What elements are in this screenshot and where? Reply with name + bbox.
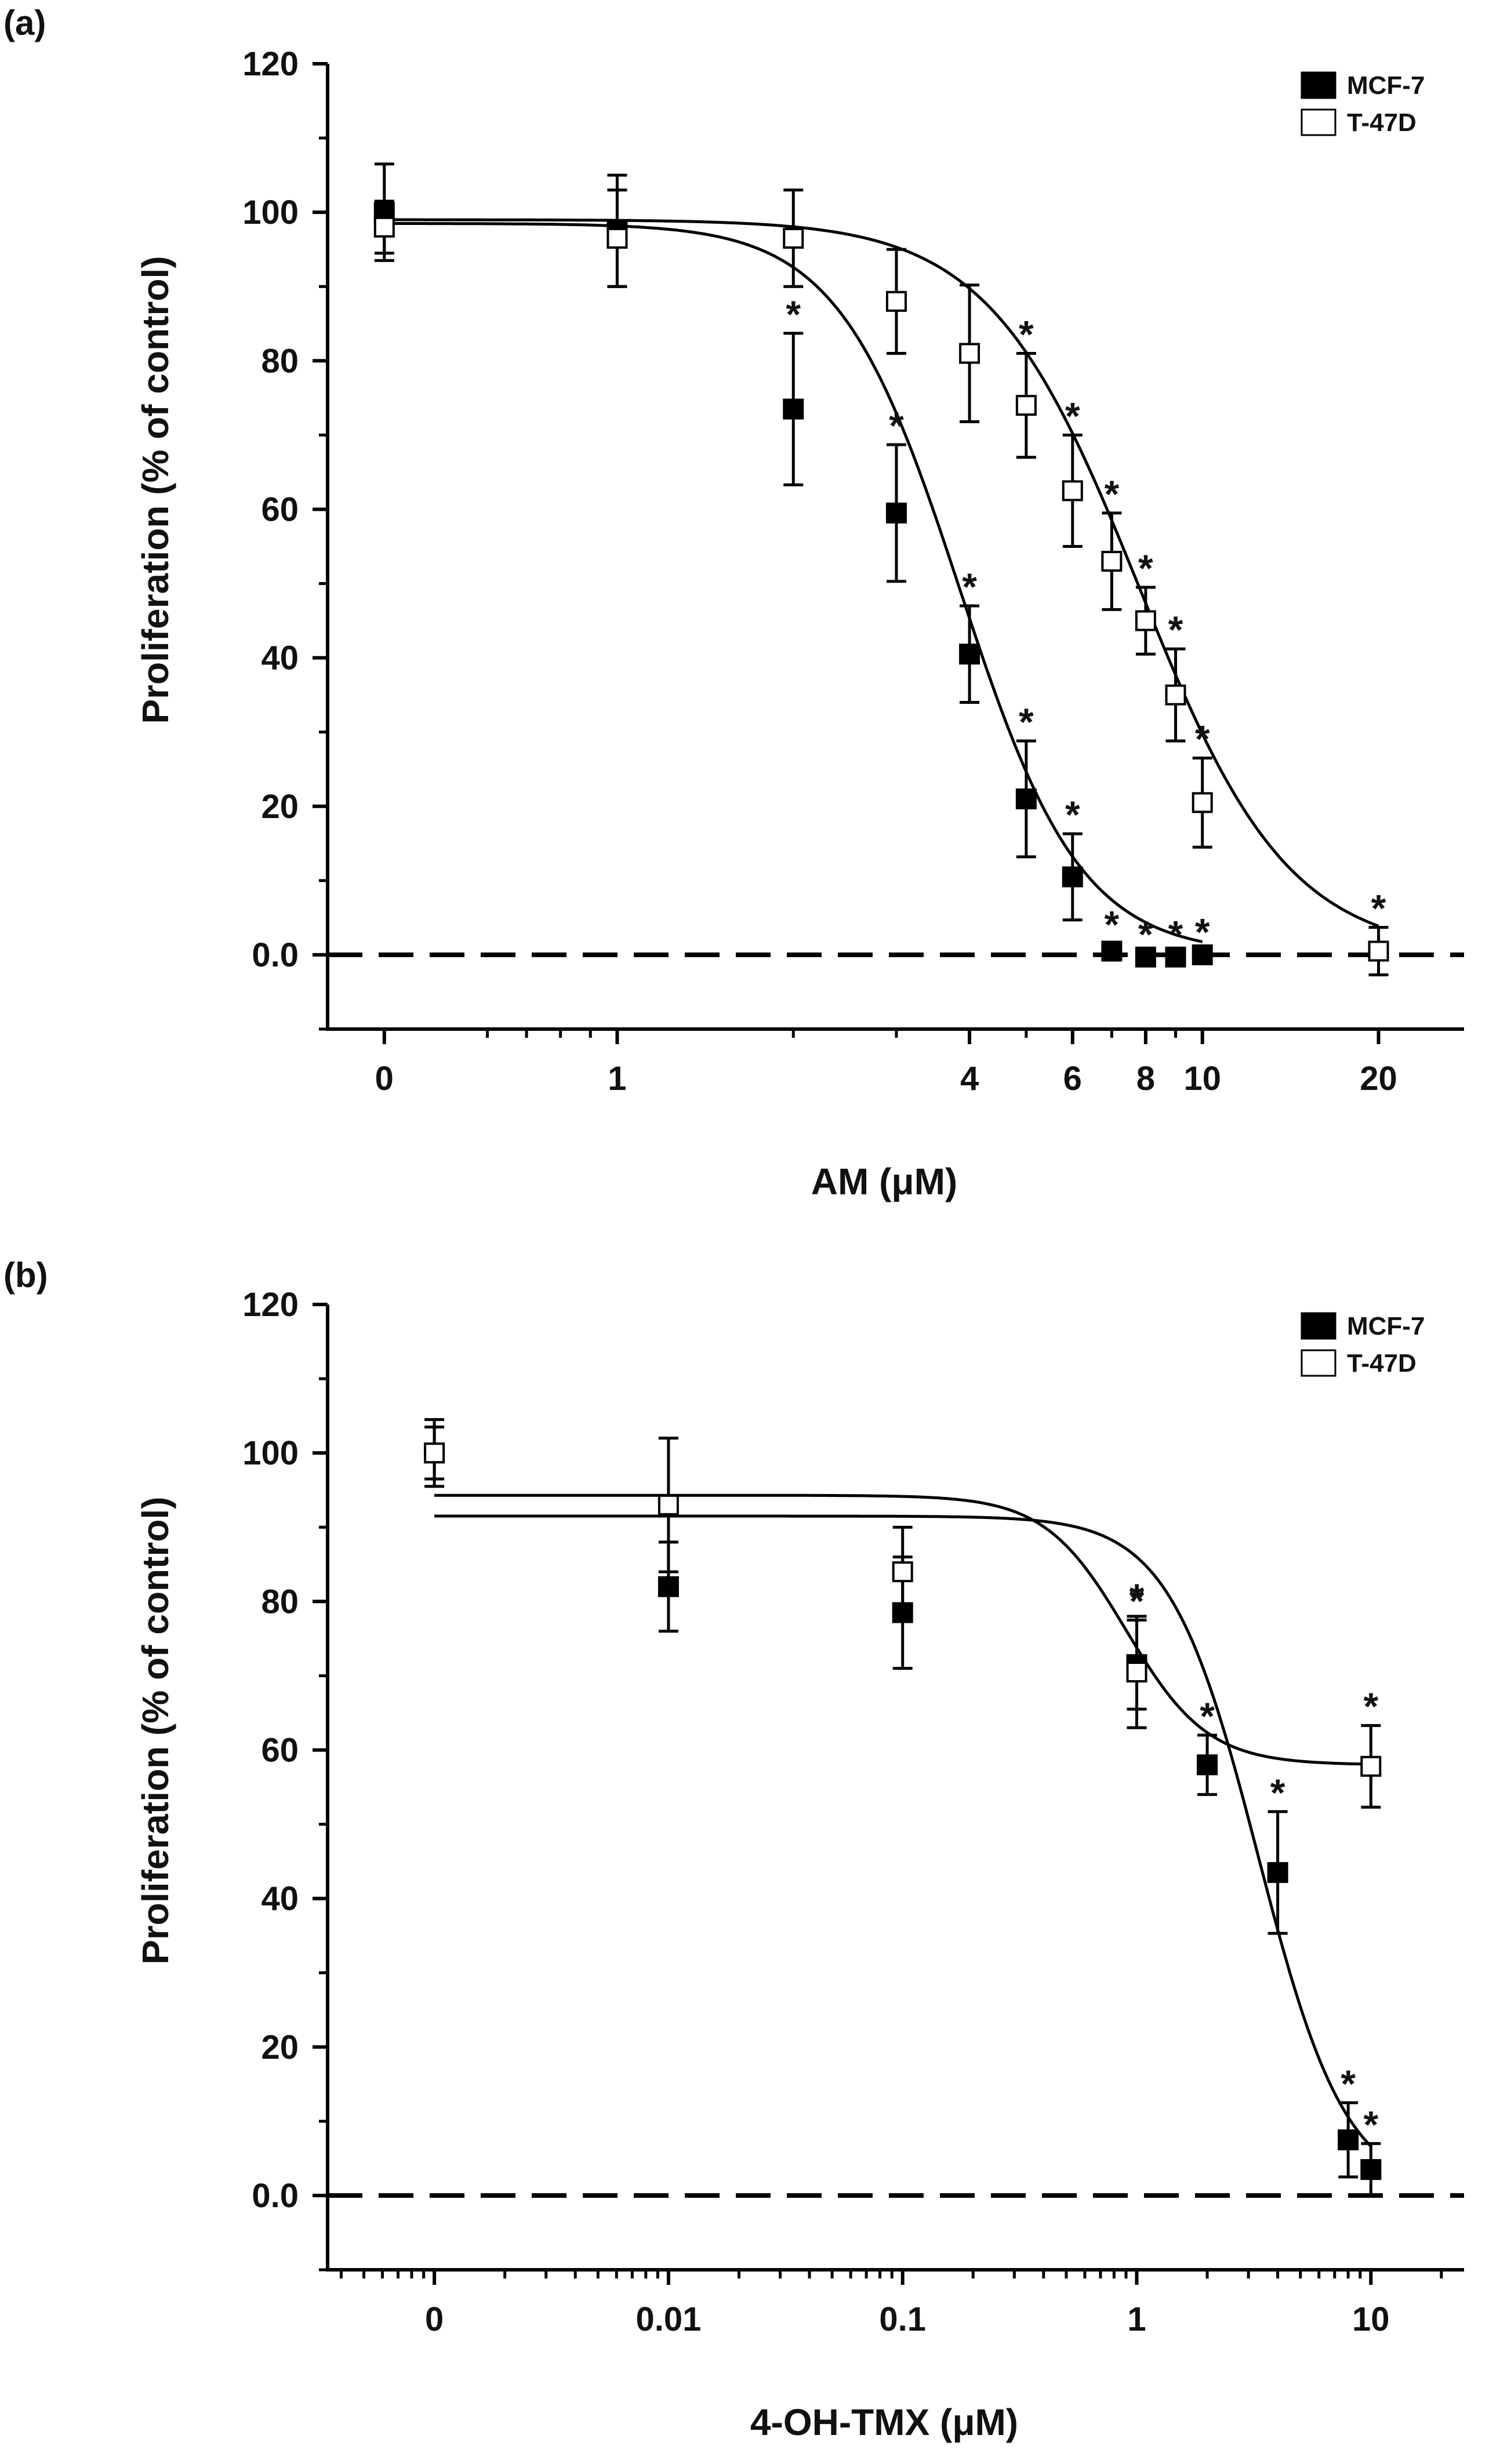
data-point-mcf-7	[1267, 1862, 1288, 1883]
x-tick-label: 0	[375, 1060, 394, 1097]
significance-star-mcf-7: *	[1341, 2062, 1356, 2105]
significance-star-t-47d: *	[1363, 1685, 1378, 1728]
legend-label: MCF-7	[1347, 1312, 1425, 1340]
data-point-t-47d	[1015, 395, 1037, 416]
significance-star-t-47d: *	[1065, 394, 1080, 437]
data-point-mcf-7	[1197, 1754, 1218, 1776]
legend-label: T-47D	[1347, 1349, 1417, 1378]
legend-swatch-t-47d	[1301, 108, 1336, 136]
panel-b: (b) Proliferation (% of control) 4-OH-TM…	[3, 1256, 1464, 2443]
significance-star-mcf-7: *	[1168, 913, 1183, 955]
fit-curve-mcf-7	[434, 1514, 1372, 2147]
data-point-t-47d	[606, 227, 628, 249]
y-tick-label: 40	[261, 1880, 299, 1918]
y-axis-title-b: Proliferation (% of control)	[135, 1496, 176, 1964]
significance-star-mcf-7: *	[1363, 2103, 1378, 2146]
data-point-mcf-7	[1062, 866, 1083, 888]
y-tick-label: 40	[261, 639, 299, 677]
panel-label-b: (b)	[3, 1256, 48, 1295]
y-tick-label: 60	[261, 490, 299, 528]
x-tick-label: 6	[1063, 1060, 1082, 1097]
x-tick-label: 0.01	[635, 2301, 701, 2338]
data-point-mcf-7	[783, 398, 804, 420]
data-point-t-47d	[783, 227, 804, 249]
y-tick-label: 60	[261, 1731, 299, 1769]
significance-star-mcf-7: *	[1105, 903, 1120, 946]
data-point-t-47d	[1360, 1756, 1382, 1777]
x-tick-label: 1	[608, 1060, 626, 1097]
data-point-t-47d	[1101, 551, 1123, 572]
data-point-mcf-7	[1338, 2129, 1359, 2150]
x-axis-title-a: AM (μM)	[811, 1161, 957, 1202]
data-point-mcf-7	[1192, 944, 1213, 965]
significance-star-mcf-7: *	[889, 404, 904, 447]
x-tick-label: 10	[1183, 1060, 1221, 1097]
y-tick-label: 120	[242, 45, 299, 83]
data-point-mcf-7	[885, 502, 907, 524]
x-tick-label: 0	[425, 2301, 444, 2338]
x-tick-label: 10	[1352, 2301, 1390, 2338]
x-tick-label: 1	[1127, 2301, 1146, 2338]
data-point-t-47d	[885, 290, 907, 312]
legend-label: MCF-7	[1347, 71, 1425, 100]
data-point-t-47d	[373, 216, 395, 238]
y-tick-label: 0.0	[252, 2177, 299, 2215]
y-tick-label: 80	[261, 342, 299, 380]
data-point-t-47d	[1135, 610, 1156, 631]
significance-star-mcf-7: *	[786, 293, 801, 336]
x-tick-label: 4	[960, 1060, 979, 1097]
data-point-mcf-7	[1015, 788, 1037, 809]
significance-star-mcf-7: *	[1200, 1695, 1215, 1738]
significance-star-mcf-7: *	[1195, 911, 1210, 954]
y-tick-label: 100	[242, 1434, 299, 1472]
data-point-mcf-7	[1360, 2159, 1382, 2180]
panel-label-a: (a)	[3, 3, 46, 42]
legend-swatch-mcf-7	[1301, 1312, 1336, 1340]
significance-star-t-47d: *	[1371, 887, 1386, 930]
y-tick-label: 120	[242, 1286, 299, 1324]
data-point-t-47d	[424, 1442, 445, 1464]
data-point-mcf-7	[1135, 946, 1156, 968]
data-point-t-47d	[1062, 480, 1083, 501]
x-tick-label: 20	[1360, 1060, 1397, 1097]
data-point-mcf-7	[1165, 946, 1186, 968]
data-point-mcf-7	[1101, 940, 1123, 962]
y-tick-label: 20	[261, 2029, 299, 2066]
significance-star-mcf-7: *	[1065, 793, 1080, 836]
significance-star-t-47d: *	[1019, 313, 1034, 356]
data-point-t-47d	[892, 1561, 913, 1583]
y-tick-label: 100	[242, 194, 299, 231]
significance-star-mcf-7: *	[962, 565, 977, 608]
significance-star-t-47d: *	[1105, 473, 1120, 515]
legend-label: T-47D	[1347, 108, 1417, 137]
y-tick-label: 20	[261, 788, 299, 826]
panel-a: (a) Proliferation (% of control) AM (μM)…	[3, 3, 1464, 1202]
significance-star-mcf-7: *	[1270, 1771, 1285, 1814]
x-axis-title-b: 4-OH-TMX (μM)	[750, 2401, 1018, 2443]
x-tick-label: 0.1	[879, 2301, 926, 2338]
significance-star-t-47d: *	[1168, 608, 1183, 651]
data-point-t-47d	[1368, 940, 1389, 962]
significance-star-mcf-7: *	[1019, 700, 1034, 743]
significance-star-t-47d: *	[1195, 718, 1210, 761]
data-point-t-47d	[658, 1494, 679, 1516]
significance-star-t-47d: *	[1129, 1576, 1145, 1619]
fit-curve-t-47d	[434, 1493, 1371, 1766]
y-tick-label: 0.0	[252, 936, 299, 974]
significance-star-mcf-7: *	[1138, 913, 1153, 955]
data-point-t-47d	[1165, 684, 1186, 706]
legend-swatch-t-47d	[1301, 1349, 1336, 1377]
data-point-mcf-7	[658, 1576, 679, 1597]
data-point-mcf-7	[959, 644, 980, 665]
data-point-t-47d	[1192, 792, 1213, 813]
y-axis-title-a: Proliferation (% of control)	[135, 256, 176, 724]
y-tick-label: 80	[261, 1583, 299, 1620]
data-point-t-47d	[1126, 1661, 1147, 1682]
data-point-t-47d	[959, 343, 980, 364]
fit-curve-t-47d	[384, 218, 1379, 928]
x-tick-label: 8	[1136, 1060, 1155, 1097]
legend-swatch-mcf-7	[1301, 71, 1336, 99]
significance-star-t-47d: *	[1138, 547, 1153, 590]
